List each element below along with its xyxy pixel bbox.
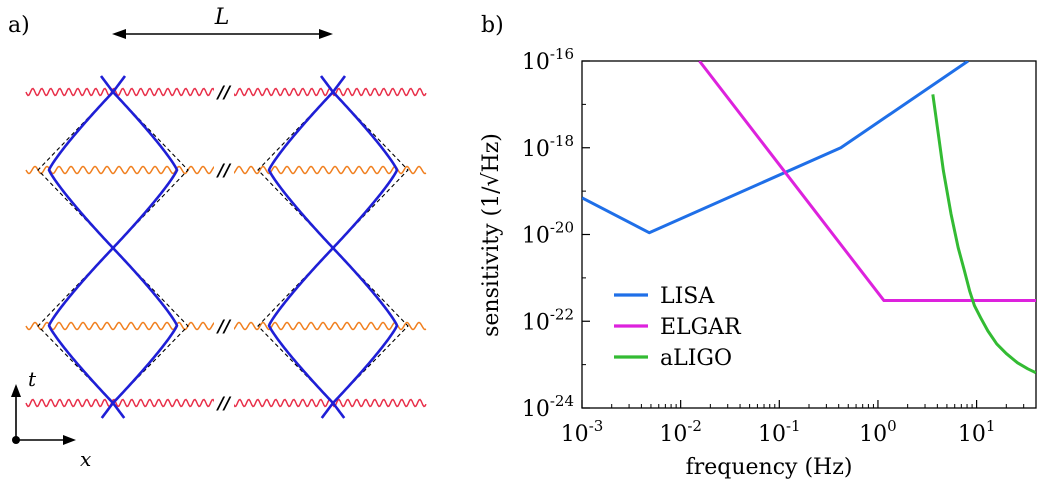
sensitivity-chart: 10-3 10-2 10-1 100 101 10-16 10-18 10-20 10-22 10… bbox=[479, 45, 1037, 480]
x-tick-label: 10-3 bbox=[561, 417, 604, 447]
series-line-lisa bbox=[582, 61, 969, 235]
x-tick-label: 10-2 bbox=[659, 417, 702, 447]
trajectory-curve bbox=[319, 75, 399, 419]
y-axis-label: sensitivity (1/√Hz) bbox=[479, 133, 504, 337]
break-gap bbox=[214, 395, 234, 411]
length-arrow bbox=[112, 29, 333, 39]
x-tick-label: 10-1 bbox=[758, 417, 801, 447]
legend-label-lisa: LISA bbox=[660, 284, 715, 309]
legend: LISA ELGAR aLIGO bbox=[614, 284, 742, 371]
y-tick-label: 10-16 bbox=[522, 45, 574, 75]
break-mark: // bbox=[216, 161, 232, 181]
x-tick-label: 100 bbox=[859, 417, 897, 447]
break-gap bbox=[214, 162, 234, 178]
tx-axes bbox=[11, 384, 76, 445]
dashed-diamond bbox=[257, 91, 409, 249]
y-tick-label: 10-22 bbox=[522, 305, 574, 335]
break-mark: // bbox=[216, 83, 232, 103]
series-line-aligo bbox=[931, 94, 1036, 375]
y-tick-label: 10-20 bbox=[522, 219, 574, 249]
x-axis-label: frequency (Hz) bbox=[686, 455, 853, 480]
t-axis-label: t bbox=[28, 367, 37, 391]
trajectory-curve bbox=[267, 75, 347, 419]
plot-frame bbox=[581, 60, 1037, 409]
legend-label-elgar: ELGAR bbox=[660, 315, 742, 340]
y-tick-label: 10-18 bbox=[522, 132, 574, 162]
break-gap bbox=[214, 84, 234, 100]
trajectories bbox=[47, 75, 399, 419]
x-tick-label: 101 bbox=[958, 417, 996, 447]
panel-b-label: b) bbox=[481, 13, 504, 38]
break-mark: // bbox=[216, 317, 232, 337]
break-mark: // bbox=[216, 394, 232, 414]
dashed-guides bbox=[37, 91, 409, 404]
panel-a-label: a) bbox=[8, 13, 30, 38]
trajectory-curve bbox=[47, 75, 127, 419]
y-tick-label: 10-24 bbox=[522, 392, 574, 422]
x-axis-label: x bbox=[80, 447, 91, 471]
panel-a: a) L // // // // t x bbox=[8, 5, 427, 471]
break-gap bbox=[214, 318, 234, 334]
pulse-lines bbox=[25, 87, 427, 408]
dashed-diamond bbox=[37, 247, 189, 404]
break-marks: // // // // bbox=[214, 83, 234, 414]
series-line-elgar bbox=[698, 61, 1036, 303]
trajectory-curve bbox=[99, 75, 179, 419]
dashed-diamond bbox=[37, 91, 189, 249]
panel-b: b) 10-3 10-2 10-1 100 101 10-16 10-18 10-20 10-2… bbox=[479, 13, 1037, 480]
dashed-diamond bbox=[257, 247, 409, 404]
legend-label-aligo: aLIGO bbox=[660, 346, 732, 371]
series-lines bbox=[582, 61, 1036, 375]
length-label: L bbox=[214, 5, 230, 30]
